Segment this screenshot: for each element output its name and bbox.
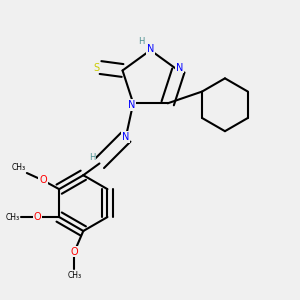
Text: N: N (147, 44, 154, 54)
Text: CH₃: CH₃ (5, 212, 20, 221)
Text: CH₃: CH₃ (68, 271, 82, 280)
Text: N: N (176, 62, 184, 73)
Text: H: H (139, 37, 145, 46)
Text: S: S (93, 62, 99, 73)
Text: N: N (122, 132, 130, 142)
Text: O: O (39, 176, 47, 185)
Text: N: N (128, 100, 135, 110)
Text: O: O (71, 247, 78, 256)
Text: CH₃: CH₃ (11, 163, 26, 172)
Text: O: O (33, 212, 41, 222)
Text: H: H (89, 152, 95, 161)
